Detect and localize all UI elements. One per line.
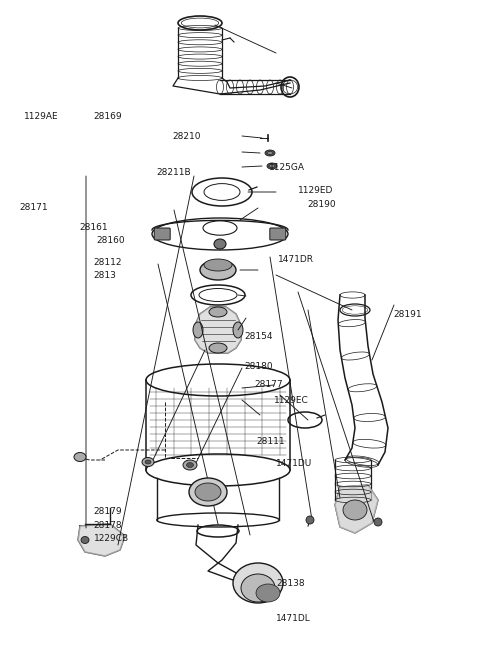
Ellipse shape [145,460,151,464]
Ellipse shape [214,239,226,249]
Text: 28111: 28111 [257,437,286,446]
Ellipse shape [269,164,275,168]
Text: 28190: 28190 [307,200,336,210]
Text: 28160: 28160 [96,236,125,245]
Ellipse shape [187,463,193,468]
Ellipse shape [209,343,227,353]
Ellipse shape [374,518,382,526]
Ellipse shape [256,584,280,602]
Text: 28180: 28180 [245,362,274,371]
Text: 28178: 28178 [94,521,122,530]
Text: 2813: 2813 [94,271,117,281]
Polygon shape [335,485,378,533]
Text: 28154: 28154 [245,332,273,341]
Text: 28161: 28161 [79,223,108,233]
Ellipse shape [209,307,227,317]
Text: 28210: 28210 [173,132,201,141]
Text: 1229CB: 1229CB [94,534,129,543]
Polygon shape [78,524,125,556]
Text: 28138: 28138 [276,579,305,588]
Ellipse shape [74,453,86,461]
Text: 1129AE: 1129AE [24,112,59,122]
Text: 28169: 28169 [94,112,122,122]
Text: 1471DR: 1471DR [278,255,314,264]
Text: 28179: 28179 [94,507,122,516]
Text: 28177: 28177 [254,380,283,389]
FancyBboxPatch shape [270,228,286,240]
Ellipse shape [195,483,221,501]
Text: 28171: 28171 [19,203,48,212]
Text: 28112: 28112 [94,258,122,267]
Text: 28211B: 28211B [156,168,191,177]
FancyBboxPatch shape [154,228,170,240]
Ellipse shape [200,260,236,280]
Text: 1471DU: 1471DU [276,459,312,468]
Ellipse shape [267,163,277,169]
Ellipse shape [204,259,232,271]
Ellipse shape [265,150,275,156]
Text: 28191: 28191 [394,309,422,319]
Ellipse shape [189,478,227,506]
Ellipse shape [193,322,203,338]
Text: 1129EC: 1129EC [274,396,308,405]
Ellipse shape [142,457,154,466]
Ellipse shape [267,152,273,154]
Ellipse shape [81,537,89,543]
Polygon shape [195,307,241,353]
Ellipse shape [183,460,197,470]
Ellipse shape [233,563,283,603]
Text: 1471DL: 1471DL [276,614,311,623]
Text: 1125GA: 1125GA [269,163,305,172]
Text: 1129ED: 1129ED [298,186,333,195]
Ellipse shape [343,500,367,520]
Ellipse shape [306,516,314,524]
Ellipse shape [241,574,275,602]
Ellipse shape [233,322,243,338]
